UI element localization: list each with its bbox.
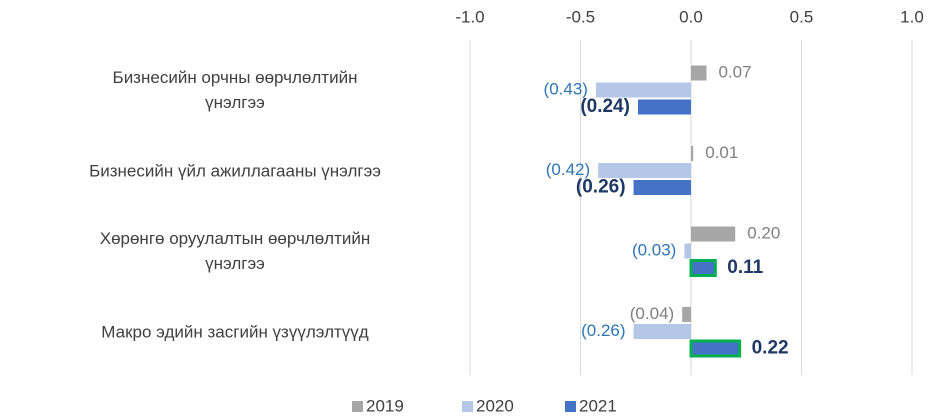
bar	[595, 82, 691, 98]
bar	[689, 339, 742, 358]
data-label: (0.03)	[632, 240, 676, 259]
x-tick-label: 1.0	[900, 7, 924, 26]
bar	[691, 65, 707, 81]
data-label: (0.24)	[580, 96, 630, 117]
data-label: 0.22	[752, 338, 789, 359]
data-label: (0.26)	[576, 177, 626, 198]
data-label: (0.43)	[544, 79, 588, 98]
data-label: 0.07	[718, 62, 751, 81]
legend-swatch	[462, 401, 473, 412]
legend-swatch	[352, 401, 363, 412]
bar	[633, 180, 691, 195]
data-label: (0.26)	[581, 321, 625, 340]
legend-label: 2021	[579, 396, 617, 415]
bar	[689, 259, 717, 277]
category-label: Макро эдийн засгийн үзүүлэлтүүд	[101, 322, 369, 341]
bar	[684, 243, 691, 259]
x-tick-label: 0.5	[790, 7, 814, 26]
data-label: 0.20	[747, 223, 780, 242]
data-label: 0.01	[705, 143, 738, 162]
category-label: Бизнесийн орчны өөрчлөлтийн үнэлгээ	[112, 68, 358, 112]
x-tick-label: 0.0	[679, 7, 703, 26]
legend-label: 2019	[366, 396, 404, 415]
x-tick-label: -0.5	[566, 7, 595, 26]
bar	[637, 99, 691, 115]
data-label: (0.04)	[630, 304, 674, 323]
legend-label: 2020	[476, 396, 514, 415]
bar	[691, 146, 694, 161]
bar	[598, 163, 691, 178]
category-label: Хөрөнгө оруулалтын өөрчлөлтийн үнэлгээ	[99, 229, 371, 273]
data-label: 0.11	[727, 257, 763, 278]
data-label: (0.42)	[546, 160, 590, 179]
legend-swatch	[565, 401, 576, 412]
bar	[633, 324, 691, 339]
bar	[682, 307, 691, 322]
category-label: Бизнесийн үйл ажиллагааны үнэлгээ	[89, 161, 381, 180]
x-tick-label: -1.0	[455, 7, 484, 26]
bar	[691, 226, 736, 242]
